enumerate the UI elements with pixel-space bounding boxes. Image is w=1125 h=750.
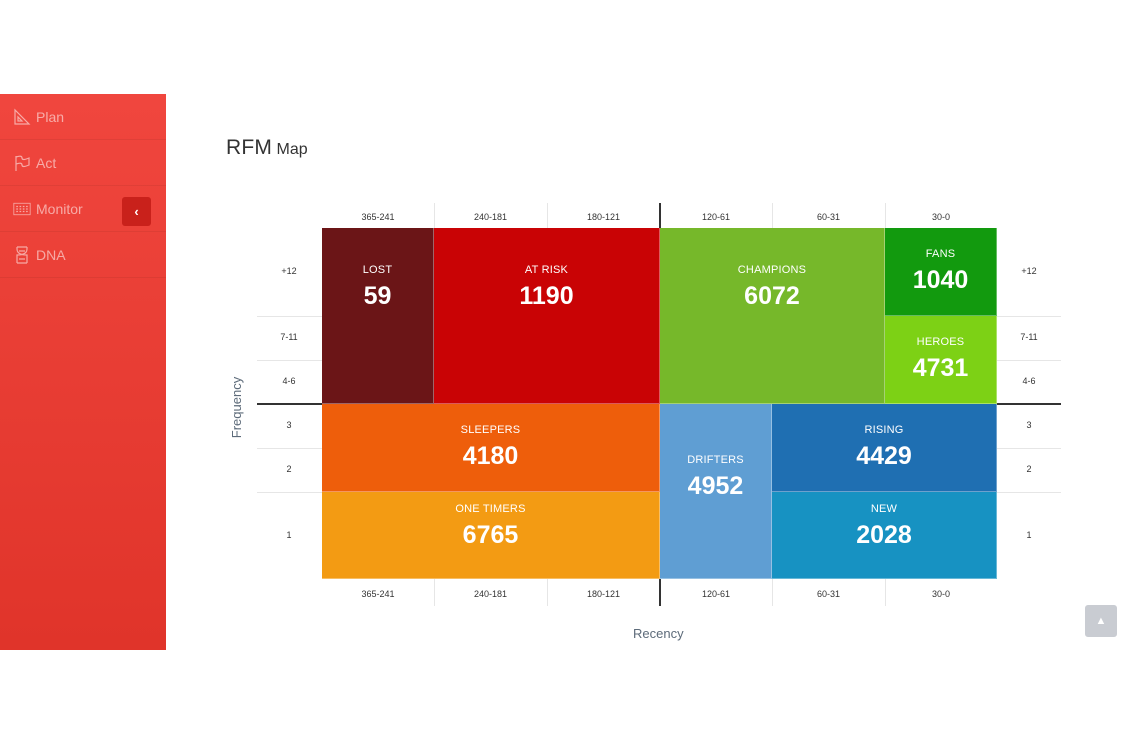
grid-line <box>434 579 435 606</box>
x-tick-label: 120-61 <box>701 589 731 599</box>
y-tick-label: 2 <box>286 464 292 474</box>
segment-content: FANS 1040 <box>913 248 969 295</box>
y-tick-label: 1 <box>1026 530 1032 540</box>
x-tick-label: 180-121 <box>586 212 621 222</box>
segment-content: LOST 59 <box>363 264 393 311</box>
x-tick-label: 30-0 <box>931 212 950 222</box>
sidebar-item-monitor[interactable]: Monitor <box>0 186 166 232</box>
x-tick-label: 240-181 <box>473 589 508 599</box>
segment-content: HEROES 4731 <box>913 336 969 383</box>
x-tick-label: 180-121 <box>586 589 621 599</box>
sidebar-item-act[interactable]: Act <box>0 140 166 186</box>
grid-line <box>772 203 773 228</box>
page-title-main: RFM <box>226 136 273 159</box>
segment-value: 59 <box>363 282 392 310</box>
sidebar-item-label: Plan <box>36 108 65 125</box>
flag-icon <box>12 153 32 173</box>
sidebar-item-dna[interactable]: DNA <box>0 232 166 278</box>
segment-name: CHAMPIONS <box>737 264 807 276</box>
y-tick-label: 7-11 <box>1020 332 1038 342</box>
segment-name: SLEEPERS <box>460 424 521 436</box>
grid-line <box>772 579 773 606</box>
x-axis-title: Recency <box>633 626 684 641</box>
segment-sleepers[interactable]: SLEEPERS 4180 <box>322 404 660 492</box>
segment-content: ONE TIMERS 6765 <box>455 503 525 550</box>
sidebar-item-plan[interactable]: Plan <box>0 94 166 140</box>
y-tick-label: 4-6 <box>282 376 296 386</box>
segment-name: LOST <box>362 264 393 276</box>
x-tick-label: 60-31 <box>816 589 841 599</box>
sidebar: Plan Act Monitor DNA <box>0 94 166 650</box>
scroll-to-top-button[interactable]: ▲ <box>1085 605 1117 637</box>
segment-value: 6765 <box>462 520 519 549</box>
dna-icon <box>12 245 32 265</box>
segment-value: 1190 <box>519 282 574 310</box>
x-tick-label: 120-61 <box>701 212 731 222</box>
arrow-up-icon: ▲ <box>1095 615 1107 627</box>
grid-dots-icon <box>12 199 32 219</box>
segment-name: HEROES <box>916 336 965 348</box>
y-tick-label: 3 <box>1026 420 1032 430</box>
segment-name: DRIFTERS <box>687 453 744 466</box>
segment-value: 1040 <box>912 266 969 294</box>
segment-content: AT RISK 1190 <box>519 264 573 311</box>
segment-one-timers[interactable]: ONE TIMERS 6765 <box>322 492 660 579</box>
page-title-sub: Map <box>276 141 308 158</box>
sidebar-collapse-button[interactable]: ‹ <box>122 197 151 226</box>
segment-content: NEW 2028 <box>856 503 912 550</box>
y-tick-label: 2 <box>1026 464 1032 474</box>
y-tick-label: 1 <box>286 530 292 540</box>
grid-line <box>885 203 886 228</box>
page-title: RFM Map <box>226 136 308 160</box>
grid-line <box>547 579 548 606</box>
segment-name: FANS <box>925 248 956 260</box>
sidebar-item-label: Monitor <box>36 200 83 217</box>
segment-value: 4731 <box>912 354 969 382</box>
segment-new[interactable]: NEW 2028 <box>772 492 997 579</box>
grid-line <box>434 203 435 228</box>
segment-content: RISING 4429 <box>856 424 912 471</box>
segment-champions[interactable]: CHAMPIONS 6072 <box>660 228 885 404</box>
segment-heroes[interactable]: HEROES 4731 <box>885 316 997 404</box>
segment-value: 4180 <box>462 442 519 470</box>
y-tick-label: 4-6 <box>1022 376 1036 386</box>
segment-name: NEW <box>870 502 898 515</box>
segment-name: AT RISK <box>524 264 569 276</box>
y-tick-label: 7-11 <box>280 332 298 342</box>
segment-value: 2028 <box>856 520 912 549</box>
segment-name: RISING <box>864 424 904 436</box>
y-axis-title: Frequency <box>229 376 245 439</box>
triangle-ruler-icon <box>12 107 32 127</box>
segment-rising[interactable]: RISING 4429 <box>772 404 997 492</box>
segment-lost[interactable]: LOST 59 <box>322 228 434 404</box>
grid-line <box>547 203 548 228</box>
segment-content: SLEEPERS 4180 <box>461 424 521 471</box>
y-tick-label: +12 <box>1021 266 1037 276</box>
segment-value: 6072 <box>744 282 800 310</box>
chevron-left-icon: ‹ <box>134 204 139 219</box>
sidebar-item-label: DNA <box>36 246 66 263</box>
grid-line <box>885 579 886 606</box>
segment-at-risk[interactable]: AT RISK 1190 <box>434 228 660 404</box>
segment-value: 4429 <box>856 442 912 470</box>
y-tick-label: 3 <box>286 420 292 430</box>
x-tick-label: 365-241 <box>361 212 395 222</box>
sidebar-item-label: Act <box>36 154 57 171</box>
segment-value: 4952 <box>687 471 744 500</box>
x-tick-label: 365-241 <box>361 589 395 599</box>
segment-name: ONE TIMERS <box>455 502 526 515</box>
y-tick-label: +12 <box>281 266 297 276</box>
segment-fans[interactable]: FANS 1040 <box>885 228 997 316</box>
x-tick-label: 30-0 <box>931 589 950 599</box>
x-tick-label: 240-181 <box>473 212 508 222</box>
x-tick-label: 60-31 <box>816 212 841 222</box>
segment-content: CHAMPIONS 6072 <box>738 264 806 311</box>
segment-drifters[interactable]: DRIFTERS 4952 <box>660 404 772 579</box>
segment-content: DRIFTERS 4952 <box>687 454 744 501</box>
